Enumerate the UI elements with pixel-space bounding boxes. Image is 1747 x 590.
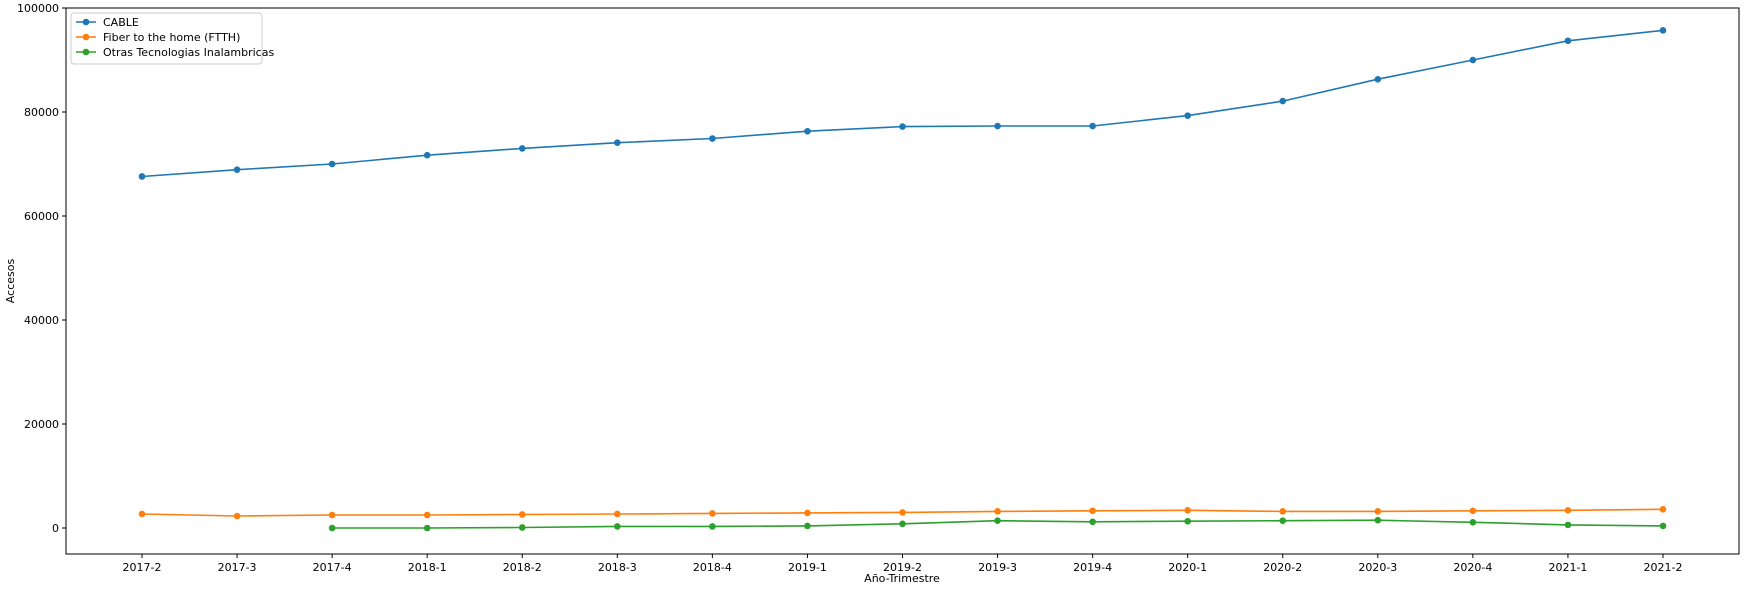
- legend-box: [70, 12, 263, 65]
- y-tick-label: 0: [52, 522, 59, 535]
- data-point: [804, 522, 811, 530]
- data-point: [709, 510, 716, 517]
- data-point: [1469, 518, 1477, 526]
- x-tick-label: 2017-4: [313, 561, 352, 574]
- x-tick-label: 2021-2: [1644, 561, 1683, 574]
- data-point: [804, 509, 811, 517]
- data-point: [1184, 517, 1191, 525]
- data-point: [1279, 517, 1287, 525]
- data-point: [138, 510, 146, 518]
- data-point: [423, 511, 431, 519]
- data-point: [518, 511, 526, 518]
- y-tick-label: 20000: [24, 418, 59, 431]
- data-point: [1469, 507, 1477, 515]
- data-point: [1374, 508, 1382, 515]
- x-tick-label: 2019-1: [788, 561, 827, 574]
- y-tick-label: 100000: [17, 2, 59, 15]
- x-tick-label: 2019-2: [883, 561, 922, 574]
- data-point: [614, 510, 621, 518]
- data-point: [994, 122, 1001, 130]
- data-point: [709, 523, 716, 530]
- plot-area: [138, 27, 1667, 532]
- data-point: [804, 127, 811, 135]
- legend-label: CABLE: [103, 16, 139, 29]
- y-tick-label: 80000: [24, 106, 59, 119]
- x-axis: 2017-2 2017-3 2017-4 2018-1 2018-2 2018-3 2018…: [123, 554, 1683, 574]
- x-tick-label: 2020-1: [1168, 561, 1207, 574]
- legend-marker: [82, 18, 90, 26]
- data-point: [1564, 37, 1572, 45]
- x-tick-label: 2021-1: [1548, 561, 1587, 574]
- x-tick-label: 2018-2: [503, 561, 542, 574]
- data-point: [899, 520, 906, 528]
- x-axis-title: Año-Trimestre: [864, 572, 940, 585]
- data-point: [1659, 505, 1667, 513]
- data-point: [518, 524, 526, 531]
- data-point: [709, 135, 716, 142]
- data-point: [423, 524, 431, 532]
- legend: CABLE Fiber to the home (FTTH) Otras Tecno…: [70, 12, 274, 65]
- legend-label: Otras Tecnologias Inalambricas: [103, 46, 274, 59]
- data-point: [1089, 518, 1096, 526]
- data-point: [518, 145, 526, 152]
- data-point: [994, 517, 1001, 525]
- data-point: [1374, 516, 1382, 524]
- data-point: [994, 508, 1001, 515]
- x-tick-label: 2018-3: [598, 561, 637, 574]
- data-point: [1279, 508, 1287, 515]
- data-point: [1564, 521, 1572, 529]
- data-point: [423, 151, 431, 159]
- data-point: [1279, 97, 1287, 105]
- x-tick-label: 2018-1: [408, 561, 447, 574]
- data-point: [614, 139, 621, 146]
- data-point: [1659, 27, 1667, 34]
- data-point: [233, 512, 241, 520]
- legend-label: Fiber to the home (FTTH): [103, 31, 240, 44]
- data-point: [1089, 507, 1096, 515]
- data-point: [899, 509, 906, 516]
- legend-marker: [82, 33, 90, 41]
- data-point: [1089, 122, 1096, 130]
- y-axis-title: Accesos: [4, 259, 17, 304]
- x-tick-label: 2018-4: [693, 561, 732, 574]
- data-point: [1184, 507, 1191, 514]
- data-point: [1659, 522, 1667, 530]
- data-point: [1564, 507, 1572, 514]
- data-point: [1374, 75, 1382, 83]
- data-point: [1469, 56, 1477, 64]
- x-tick-label: 2019-3: [978, 561, 1017, 574]
- y-tick-label: 60000: [24, 210, 59, 223]
- y-tick-label: 40000: [24, 314, 59, 327]
- x-tick-label: 2017-2: [123, 561, 162, 574]
- data-point: [138, 173, 146, 180]
- x-tick-label: 2020-4: [1453, 561, 1492, 574]
- y-axis: 0 20000 40000 60000 80000 100000: [17, 2, 66, 535]
- data-point: [614, 523, 621, 530]
- data-point: [328, 524, 336, 532]
- data-point: [328, 160, 336, 168]
- data-point: [328, 511, 336, 519]
- data-point: [1184, 112, 1191, 119]
- legend-marker: [82, 48, 90, 56]
- series-line-0: [141, 29, 1664, 178]
- x-tick-label: 2020-2: [1263, 561, 1302, 574]
- x-tick-label: 2020-3: [1358, 561, 1397, 574]
- data-point: [233, 166, 241, 174]
- x-tick-label: 2017-3: [218, 561, 257, 574]
- data-point: [899, 123, 906, 130]
- x-tick-label: 2019-4: [1073, 561, 1112, 574]
- plot-frame: [65, 7, 1740, 555]
